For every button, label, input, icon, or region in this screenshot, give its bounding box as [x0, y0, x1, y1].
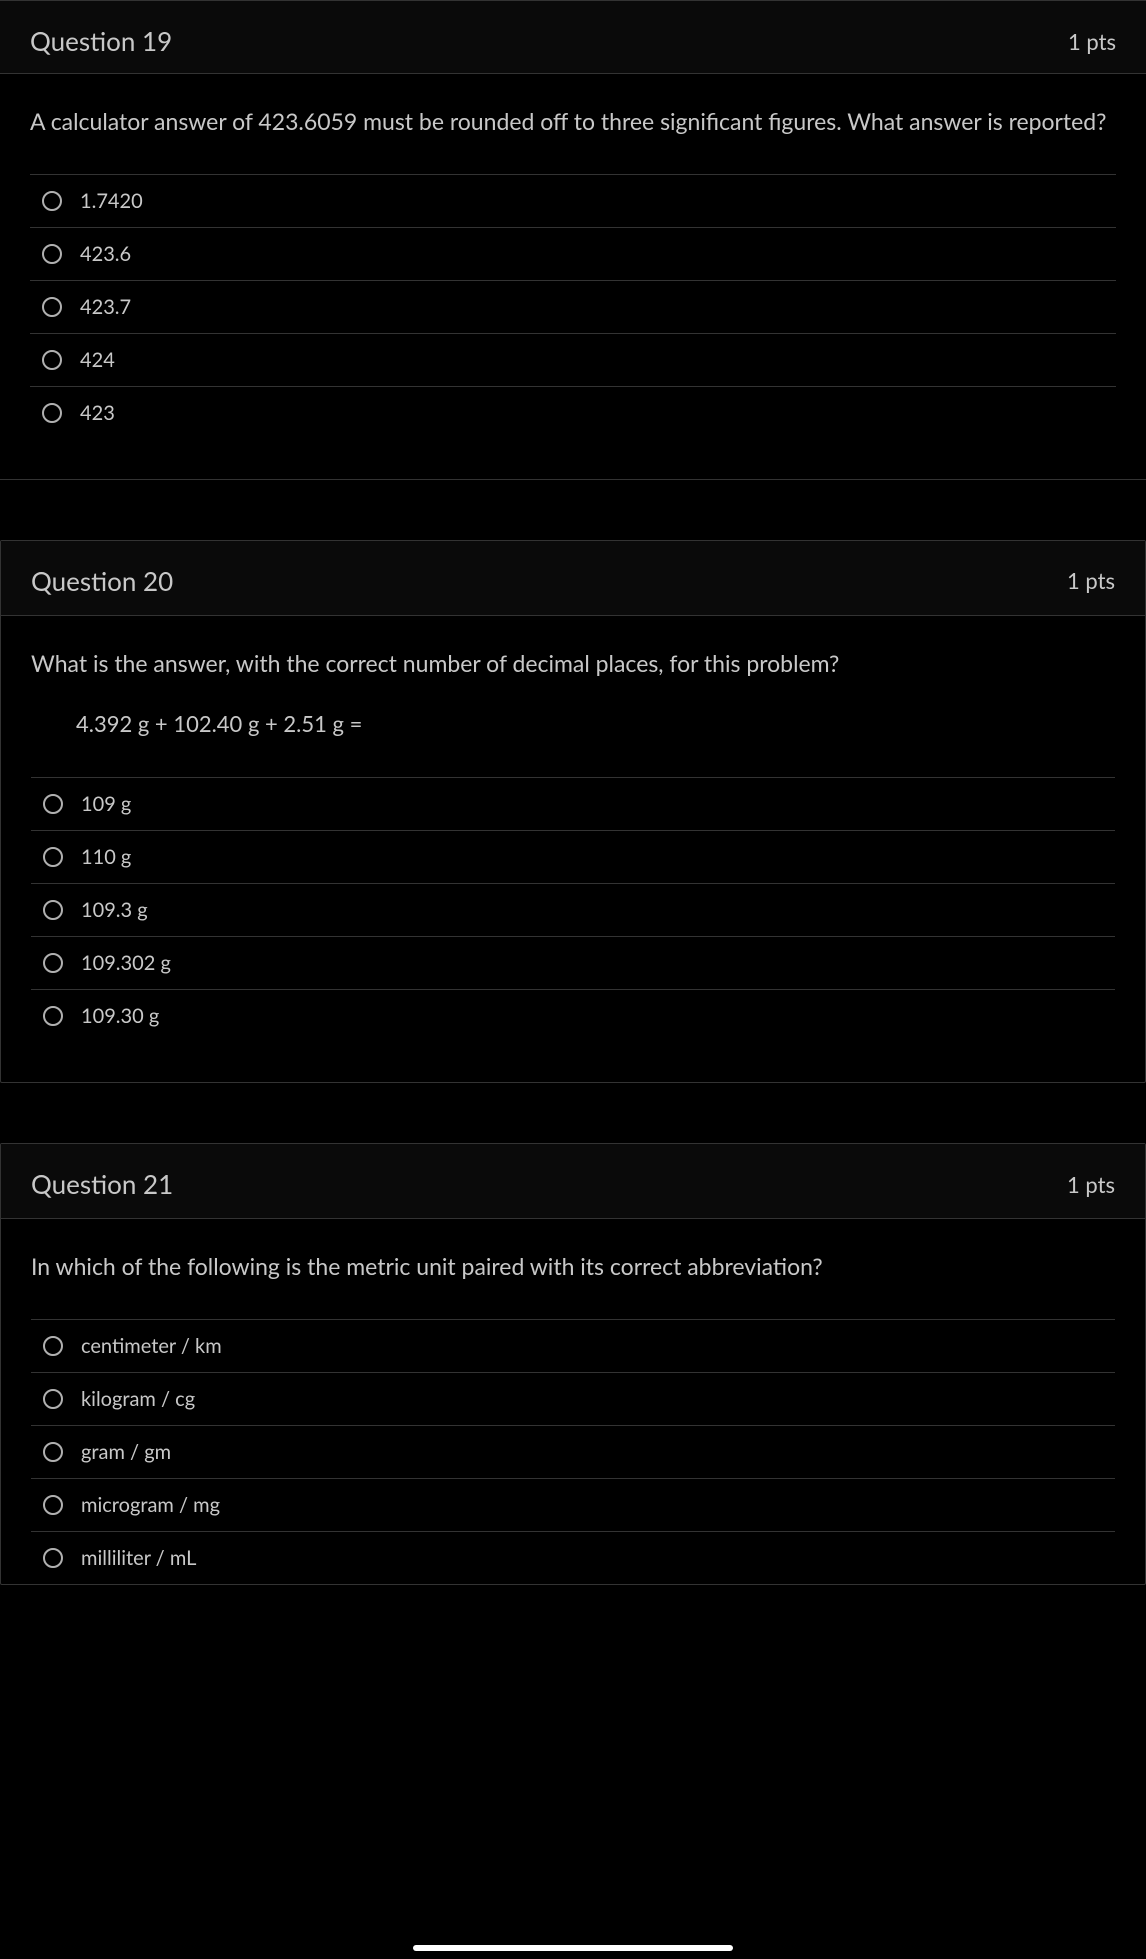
- radio-icon: [43, 1495, 63, 1515]
- question-prompt: What is the answer, with the correct num…: [31, 646, 1115, 681]
- question-prompt: A calculator answer of 423.6059 must be …: [30, 104, 1116, 139]
- radio-icon: [43, 1336, 63, 1356]
- answer-option[interactable]: centimeter / km: [31, 1319, 1115, 1372]
- answer-option[interactable]: 423.6: [30, 227, 1116, 280]
- question-block-20: Question 20 1 pts What is the answer, wi…: [0, 540, 1146, 1084]
- answer-label: microgram / mg: [81, 1493, 220, 1517]
- question-points: 1 pts: [1067, 1171, 1115, 1198]
- answer-option[interactable]: 423.7: [30, 280, 1116, 333]
- radio-icon: [43, 794, 63, 814]
- answer-option[interactable]: 109.302 g: [31, 936, 1115, 989]
- question-subtext: 4.392 g + 102.40 g + 2.51 g =: [76, 710, 1115, 737]
- answer-label: kilogram / cg: [81, 1387, 195, 1411]
- question-body: A calculator answer of 423.6059 must be …: [0, 74, 1146, 479]
- radio-icon: [43, 900, 63, 920]
- answer-label: 109.30 g: [81, 1004, 159, 1028]
- answer-label: milliliter / mL: [81, 1546, 196, 1570]
- question-body: In which of the following is the metric …: [1, 1219, 1145, 1584]
- question-header: Question 19 1 pts: [0, 1, 1146, 74]
- answer-option[interactable]: kilogram / cg: [31, 1372, 1115, 1425]
- radio-icon: [43, 1442, 63, 1462]
- question-points: 1 pts: [1067, 567, 1115, 594]
- radio-icon: [42, 244, 62, 264]
- answer-label: 423: [80, 401, 115, 425]
- answer-list: centimeter / km kilogram / cg gram / gm …: [31, 1319, 1115, 1584]
- answer-option[interactable]: gram / gm: [31, 1425, 1115, 1478]
- answer-option[interactable]: 109.3 g: [31, 883, 1115, 936]
- question-number: Question 19: [30, 25, 172, 57]
- answer-label: 1.7420: [80, 189, 143, 213]
- question-number: Question 21: [31, 1168, 173, 1200]
- home-indicator[interactable]: [413, 1945, 733, 1951]
- question-header: Question 20 1 pts: [1, 541, 1145, 616]
- answer-label: centimeter / km: [81, 1334, 222, 1358]
- answer-label: 423.7: [80, 295, 131, 319]
- radio-icon: [43, 953, 63, 973]
- radio-icon: [42, 297, 62, 317]
- answer-option[interactable]: milliliter / mL: [31, 1531, 1115, 1584]
- radio-icon: [43, 1006, 63, 1026]
- answer-list: 109 g 110 g 109.3 g 109.302 g 109.30 g: [31, 777, 1115, 1042]
- answer-label: 109 g: [81, 792, 131, 816]
- question-body: What is the answer, with the correct num…: [1, 616, 1145, 1083]
- answer-option[interactable]: microgram / mg: [31, 1478, 1115, 1531]
- question-block-19: Question 19 1 pts A calculator answer of…: [0, 0, 1146, 480]
- radio-icon: [43, 1389, 63, 1409]
- question-number: Question 20: [31, 565, 173, 597]
- question-points: 1 pts: [1068, 28, 1116, 55]
- answer-option[interactable]: 109 g: [31, 777, 1115, 830]
- answer-option[interactable]: 109.30 g: [31, 989, 1115, 1042]
- radio-icon: [43, 847, 63, 867]
- question-block-21: Question 21 1 pts In which of the follow…: [0, 1143, 1146, 1585]
- radio-icon: [42, 350, 62, 370]
- question-header: Question 21 1 pts: [1, 1144, 1145, 1219]
- answer-label: 109.302 g: [81, 951, 171, 975]
- radio-icon: [42, 403, 62, 423]
- answer-label: 110 g: [81, 845, 131, 869]
- radio-icon: [43, 1548, 63, 1568]
- answer-label: 109.3 g: [81, 898, 148, 922]
- answer-option[interactable]: 424: [30, 333, 1116, 386]
- answer-label: 423.6: [80, 242, 131, 266]
- radio-icon: [42, 191, 62, 211]
- answer-option[interactable]: 1.7420: [30, 174, 1116, 227]
- answer-label: gram / gm: [81, 1440, 171, 1464]
- answer-label: 424: [80, 348, 115, 372]
- answer-option[interactable]: 110 g: [31, 830, 1115, 883]
- question-prompt: In which of the following is the metric …: [31, 1249, 1115, 1284]
- answer-list: 1.7420 423.6 423.7 424 423: [30, 174, 1116, 439]
- answer-option[interactable]: 423: [30, 386, 1116, 439]
